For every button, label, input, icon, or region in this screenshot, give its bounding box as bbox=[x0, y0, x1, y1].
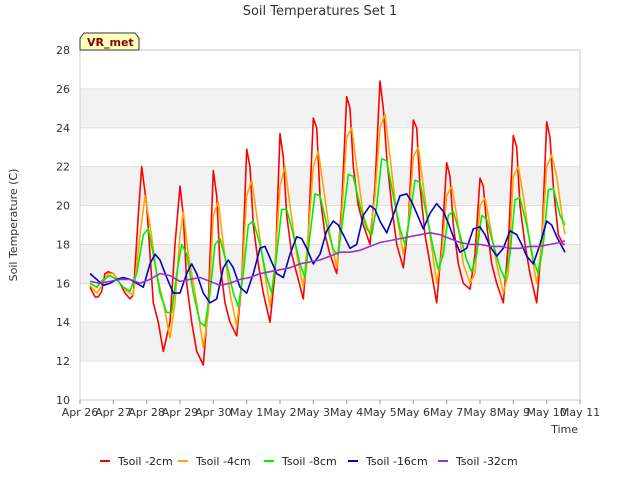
x-tick-label: Apr 29 bbox=[162, 406, 199, 419]
y-tick-label: 22 bbox=[56, 161, 70, 174]
x-tick-label: Apr 28 bbox=[128, 406, 165, 419]
legend: Tsoil -2cm Tsoil -4cm Tsoil -8cm Tsoil -16c… bbox=[100, 455, 518, 468]
y-axis-label: Soil Temperature (C) bbox=[7, 169, 20, 282]
y-tick-label: 10 bbox=[56, 394, 70, 407]
x-tick-label: May 8 bbox=[463, 406, 496, 419]
station-badge-box bbox=[79, 32, 140, 51]
plot-frame bbox=[79, 49, 581, 401]
series-line bbox=[89, 232, 566, 287]
chart-title: Soil Temperatures Set 1 bbox=[243, 4, 398, 19]
grid-band bbox=[80, 166, 580, 206]
y-tick-label: 14 bbox=[56, 316, 70, 329]
legend-label: Tsoil -2cm bbox=[117, 455, 173, 468]
legend-label: Tsoil -4cm bbox=[195, 455, 251, 468]
grid-band bbox=[80, 322, 580, 362]
x-tick-label: May 3 bbox=[297, 406, 330, 419]
x-tick-label: Apr 27 bbox=[95, 406, 132, 419]
y-tick-label: 20 bbox=[56, 200, 70, 213]
y-tick-label: 16 bbox=[56, 277, 70, 290]
x-tick-label: May 5 bbox=[363, 406, 396, 419]
legend-label: Tsoil -16cm bbox=[365, 455, 428, 468]
grid-band bbox=[80, 88, 580, 128]
x-tick-label: May 6 bbox=[397, 406, 430, 419]
series-line bbox=[89, 158, 566, 327]
x-tick-label: Apr 26 bbox=[62, 406, 99, 419]
series-line bbox=[89, 193, 566, 304]
station-badge-label: VR_met bbox=[87, 36, 134, 49]
x-tick-label: May 7 bbox=[430, 406, 463, 419]
x-tick-label: May 9 bbox=[497, 406, 530, 419]
series-lines bbox=[89, 80, 566, 366]
x-tick-label: May 11 bbox=[560, 406, 600, 419]
x-tick-label: Apr 30 bbox=[195, 406, 232, 419]
y-tick-label: 28 bbox=[56, 44, 70, 57]
x-tick-label: May 1 bbox=[230, 406, 263, 419]
y-axis-ticks: 10 12 14 16 18 20 22 24 26 28 bbox=[56, 44, 70, 407]
y-tick-label: 12 bbox=[56, 355, 70, 368]
x-tick-label: May 10 bbox=[527, 406, 567, 419]
y-tick-label: 24 bbox=[56, 122, 70, 135]
y-tick-label: 26 bbox=[56, 83, 70, 96]
x-tick-label: May 2 bbox=[263, 406, 296, 419]
legend-label: Tsoil -8cm bbox=[281, 455, 337, 468]
x-tick-label: May 4 bbox=[330, 406, 363, 419]
station-badge: VR_met bbox=[79, 32, 140, 51]
x-axis-label: Time bbox=[550, 423, 578, 436]
legend-label: Tsoil -32cm bbox=[455, 455, 518, 468]
y-tick-label: 18 bbox=[56, 238, 70, 251]
